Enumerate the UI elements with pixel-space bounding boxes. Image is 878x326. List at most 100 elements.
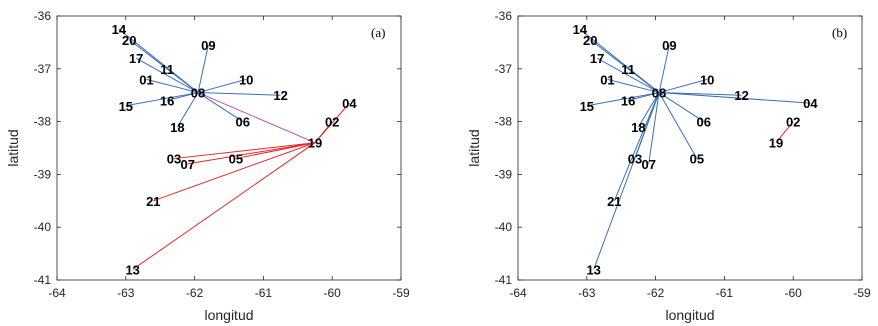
panel-a: -64 -63 -62 -61 -60 -59 -36 -37 -38 -39 -40 -41 long… — [5, 9, 410, 323]
point-label-05: 05 — [229, 152, 243, 167]
point-label-21: 21 — [607, 194, 621, 209]
point-label-03: 03 — [167, 152, 181, 167]
point-label-15: 15 — [119, 99, 133, 114]
edge-08-06 — [197, 92, 244, 123]
point-label-15: 15 — [580, 99, 594, 114]
edge-08-10 — [658, 78, 708, 94]
edge-19-04 — [314, 102, 350, 144]
edge-08-21 — [613, 92, 660, 201]
edge-08-18 — [176, 92, 199, 128]
y-tick-label: -41 — [34, 273, 52, 287]
point-label-20: 20 — [583, 33, 597, 48]
x-tick-label: -60 — [785, 286, 803, 300]
edge-08-18 — [637, 92, 660, 128]
point-label-18: 18 — [170, 120, 184, 135]
point-label-12: 12 — [273, 88, 287, 103]
point-label-11: 11 — [621, 62, 635, 77]
point-label-14: 14 — [112, 22, 127, 37]
edge-08-17 — [596, 57, 660, 93]
point-label-08: 08 — [191, 86, 205, 101]
plot-area — [517, 15, 863, 281]
y-tick-label: -38 — [495, 115, 513, 129]
edge-08-01 — [607, 78, 660, 94]
edge-08-07 — [648, 92, 660, 164]
point-label-08: 08 — [652, 86, 666, 101]
edge-08-15 — [125, 92, 199, 107]
x-tick-label: -62 — [186, 286, 204, 300]
edge-08-09 — [658, 44, 670, 93]
point-label-07: 07 — [641, 157, 655, 172]
x-tick-label: -63 — [578, 286, 596, 300]
edge-08-17 — [135, 57, 199, 93]
point-label-04: 04 — [342, 96, 357, 111]
point-label-04: 04 — [803, 96, 818, 111]
edge-08-13 — [593, 92, 660, 270]
point-label-10: 10 — [239, 72, 253, 87]
edge-19-13 — [132, 142, 316, 270]
y-tick-label: -40 — [34, 220, 52, 234]
y-tick-label: -37 — [495, 62, 513, 76]
edge-08-04 — [659, 92, 811, 104]
y-tick-label: -39 — [34, 167, 52, 181]
point-label-12: 12 — [734, 88, 748, 103]
edge-08-19 — [197, 92, 316, 144]
x-tick-label: -64 — [509, 286, 527, 300]
point-label-19: 19 — [308, 136, 322, 151]
point-label-16: 16 — [160, 93, 174, 108]
edge-08-10 — [197, 78, 247, 94]
point-label-11: 11 — [160, 62, 174, 77]
point-label-13: 13 — [125, 262, 139, 277]
point-label-06: 06 — [697, 115, 711, 130]
edge-19-07 — [187, 142, 316, 165]
edge-19-03 — [173, 142, 316, 160]
edge-08-16 — [627, 92, 660, 101]
point-label-01: 01 — [600, 72, 614, 87]
point-label-17: 17 — [590, 51, 604, 66]
edge-08-20 — [589, 39, 660, 93]
panel-b: -64 -63 -62 -61 -60 -59 -36 -37 -38 -39 -40 -41 long… — [466, 9, 871, 323]
y-tick-label: -39 — [495, 167, 513, 181]
point-label-10: 10 — [700, 72, 714, 87]
point-label-02: 02 — [325, 115, 339, 130]
y-tick-label: -37 — [34, 62, 52, 76]
edge-08-05 — [658, 92, 698, 159]
edge-19-02 — [775, 121, 794, 144]
edge-08-09 — [197, 44, 209, 93]
edge-08-01 — [146, 78, 199, 94]
x-axis-title: longitud — [204, 307, 253, 323]
x-tick-label: -59 — [392, 286, 410, 300]
y-tick-label: -40 — [495, 220, 513, 234]
x-axis-title: longitud — [665, 307, 714, 323]
point-label-07: 07 — [180, 157, 194, 172]
x-tick-label: -64 — [48, 286, 66, 300]
point-label-09: 09 — [201, 38, 215, 53]
plot-area — [56, 15, 402, 281]
y-tick-label: -38 — [34, 115, 52, 129]
edge-08-12 — [659, 92, 742, 96]
x-tick-label: -60 — [324, 286, 342, 300]
point-label-05: 05 — [690, 152, 704, 167]
point-label-17: 17 — [129, 51, 143, 66]
point-label-21: 21 — [146, 194, 160, 209]
point-label-18: 18 — [631, 120, 645, 135]
edge-08-20 — [128, 39, 199, 93]
point-label-14: 14 — [573, 22, 588, 37]
edge-19-21 — [153, 142, 316, 202]
x-tick-label: -63 — [117, 286, 135, 300]
x-tick-label: -59 — [853, 286, 871, 300]
edge-08-12 — [198, 92, 281, 96]
x-tick-label: -61 — [716, 286, 734, 300]
point-label-02: 02 — [786, 115, 800, 130]
point-label-20: 20 — [122, 33, 136, 48]
y-axis-title: latitud — [466, 129, 482, 166]
point-label-01: 01 — [139, 72, 153, 87]
edge-08-15 — [586, 92, 660, 107]
point-label-03: 03 — [628, 152, 642, 167]
panel-label: (b) — [832, 25, 847, 40]
point-label-13: 13 — [586, 262, 600, 277]
x-tick-label: -61 — [255, 286, 273, 300]
y-tick-label: -36 — [34, 9, 52, 23]
point-label-19: 19 — [769, 136, 783, 151]
panel-label: (a) — [371, 25, 385, 40]
